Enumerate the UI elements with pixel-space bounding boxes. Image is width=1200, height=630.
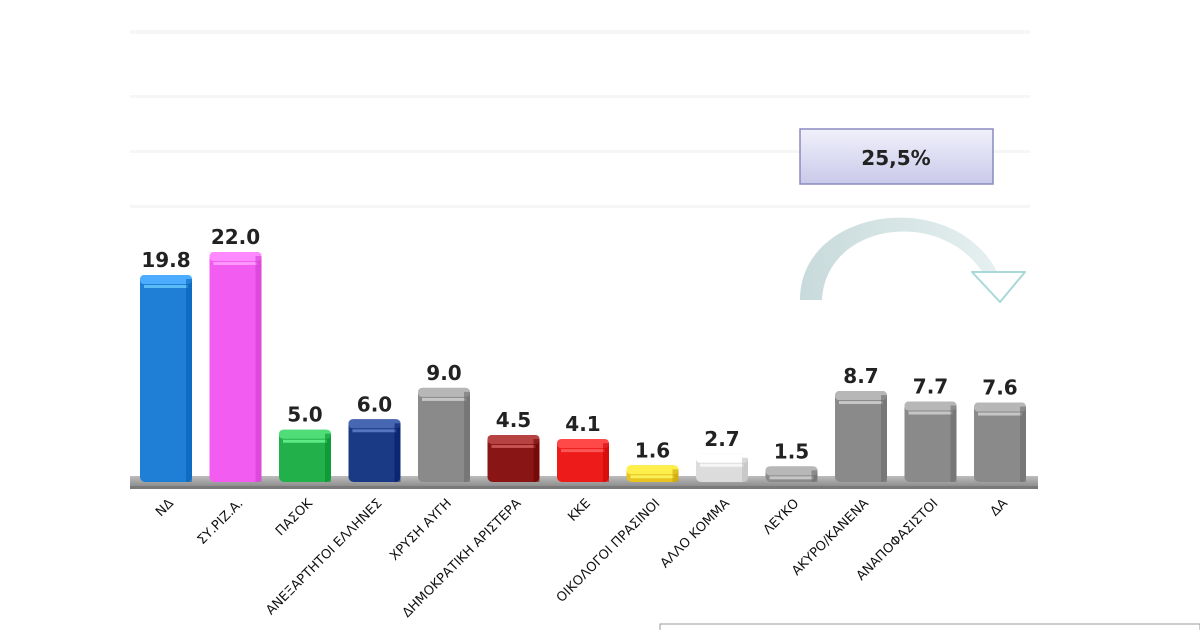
category-label-2: ΣΥ.ΡΙΖ.Α. <box>195 496 247 548</box>
bar-cap <box>487 434 540 444</box>
bar-8 <box>626 465 679 482</box>
value-labels-group: 19.8 22.0 5.0 6.0 9.0 4.5 4.1 1.6 2.7 1.5 8.7 7.7 7.… <box>141 225 1017 463</box>
value-label-8: 1.6 <box>635 438 670 462</box>
bar-highlight <box>839 401 883 405</box>
bar-shadow <box>394 423 401 482</box>
bar-shadow <box>533 438 540 482</box>
value-label-1: 19.8 <box>141 248 190 272</box>
bar-shadow <box>811 470 818 482</box>
category-label-6: ΔΗΜΟΚΡΑΤΙΚΗ ΑΡΙΣΤΕΡΑ <box>400 496 525 621</box>
bar-body <box>279 429 331 482</box>
bar-cap <box>696 453 748 463</box>
bar-shadow <box>186 279 192 482</box>
callout-box <box>799 128 994 185</box>
category-label-3: ΠΑΣΟΚ <box>273 496 316 539</box>
bar-highlight <box>352 429 397 433</box>
value-label-11: 8.7 <box>843 364 878 388</box>
value-label-10: 1.5 <box>774 439 809 463</box>
bar-11 <box>835 391 887 482</box>
category-label-10: ΛΕΥΚΟ <box>761 496 803 538</box>
value-label-12: 7.7 <box>913 375 948 399</box>
bar-highlight <box>630 475 675 479</box>
bar-cap <box>904 401 957 411</box>
bar-body <box>348 419 401 482</box>
bar-highlight <box>491 444 536 448</box>
bar-1 <box>140 275 192 482</box>
inset-frame <box>659 623 1200 630</box>
bar-2 <box>209 252 262 482</box>
annotation-callout: 25,5% <box>799 128 994 185</box>
bar-body <box>418 387 470 482</box>
bar-body <box>209 252 262 482</box>
value-label-4: 6.0 <box>357 392 392 416</box>
bar-shadow <box>881 395 887 482</box>
curved-arrow-icon <box>800 217 1026 303</box>
bar-shadow <box>672 469 679 482</box>
bar-body <box>974 402 1026 482</box>
bar-10 <box>765 466 818 482</box>
bar-cap <box>765 466 818 476</box>
bar-highlight <box>422 397 466 401</box>
category-label-1: ΝΔ <box>153 496 177 520</box>
bar-cap <box>974 402 1026 412</box>
bar-cap <box>835 391 887 401</box>
category-label-4: ΑΝΕΞΑΡΤΗΤΟΙ ΕΛΛΗΝΕΣ <box>263 496 385 618</box>
bar-highlight <box>769 476 814 480</box>
bar-body <box>835 391 887 482</box>
bar-highlight <box>561 449 605 453</box>
bar-cap <box>279 429 331 439</box>
bar-12 <box>904 401 957 482</box>
bar-shadow <box>742 457 748 482</box>
bar-7 <box>557 439 609 482</box>
bar-highlight <box>144 285 188 288</box>
category-label-5: ΧΡΥΣΗ ΑΥΓΗ <box>387 496 455 564</box>
bars-group <box>140 252 1026 482</box>
value-label-2: 22.0 <box>211 225 260 249</box>
value-label-5: 9.0 <box>426 361 461 385</box>
bar-6 <box>487 434 540 482</box>
bar-3 <box>279 429 331 482</box>
value-label-7: 4.1 <box>565 412 600 436</box>
bar-body <box>140 275 192 482</box>
bar-shadow <box>325 433 331 482</box>
bar-cap <box>626 465 679 475</box>
bar-5 <box>418 387 470 482</box>
callout-text: 25,5% <box>861 146 930 170</box>
bar-cap <box>348 419 401 429</box>
chart-floor-edge <box>130 486 1038 489</box>
bar-9 <box>696 453 748 482</box>
bar-shadow <box>603 443 609 482</box>
value-label-9: 2.7 <box>704 427 739 451</box>
bar-cap <box>209 252 262 261</box>
value-label-6: 4.5 <box>496 408 531 432</box>
bar-body <box>904 401 957 482</box>
bar-highlight <box>213 262 258 265</box>
bar-4 <box>348 419 401 482</box>
bar-shadow <box>1020 406 1026 482</box>
category-label-13: ΔΑ <box>988 496 1011 519</box>
bar-highlight <box>978 412 1022 416</box>
bar-highlight <box>908 411 953 415</box>
value-label-13: 7.6 <box>982 376 1017 400</box>
category-label-9: ΑΛΛΟ ΚΟΜΜΑ <box>658 496 733 571</box>
bar-cap <box>140 275 192 284</box>
bar-cap <box>418 387 470 397</box>
bar-cap <box>557 439 609 449</box>
bar-shadow <box>255 256 262 482</box>
bar-13 <box>974 402 1026 482</box>
category-label-7: ΚΚΕ <box>565 496 593 524</box>
value-label-3: 5.0 <box>287 403 322 427</box>
background-texture <box>130 30 1030 208</box>
bar-shadow <box>950 405 957 482</box>
bar-highlight <box>283 439 327 443</box>
bar-highlight <box>700 463 744 467</box>
bar-shadow <box>464 391 470 482</box>
